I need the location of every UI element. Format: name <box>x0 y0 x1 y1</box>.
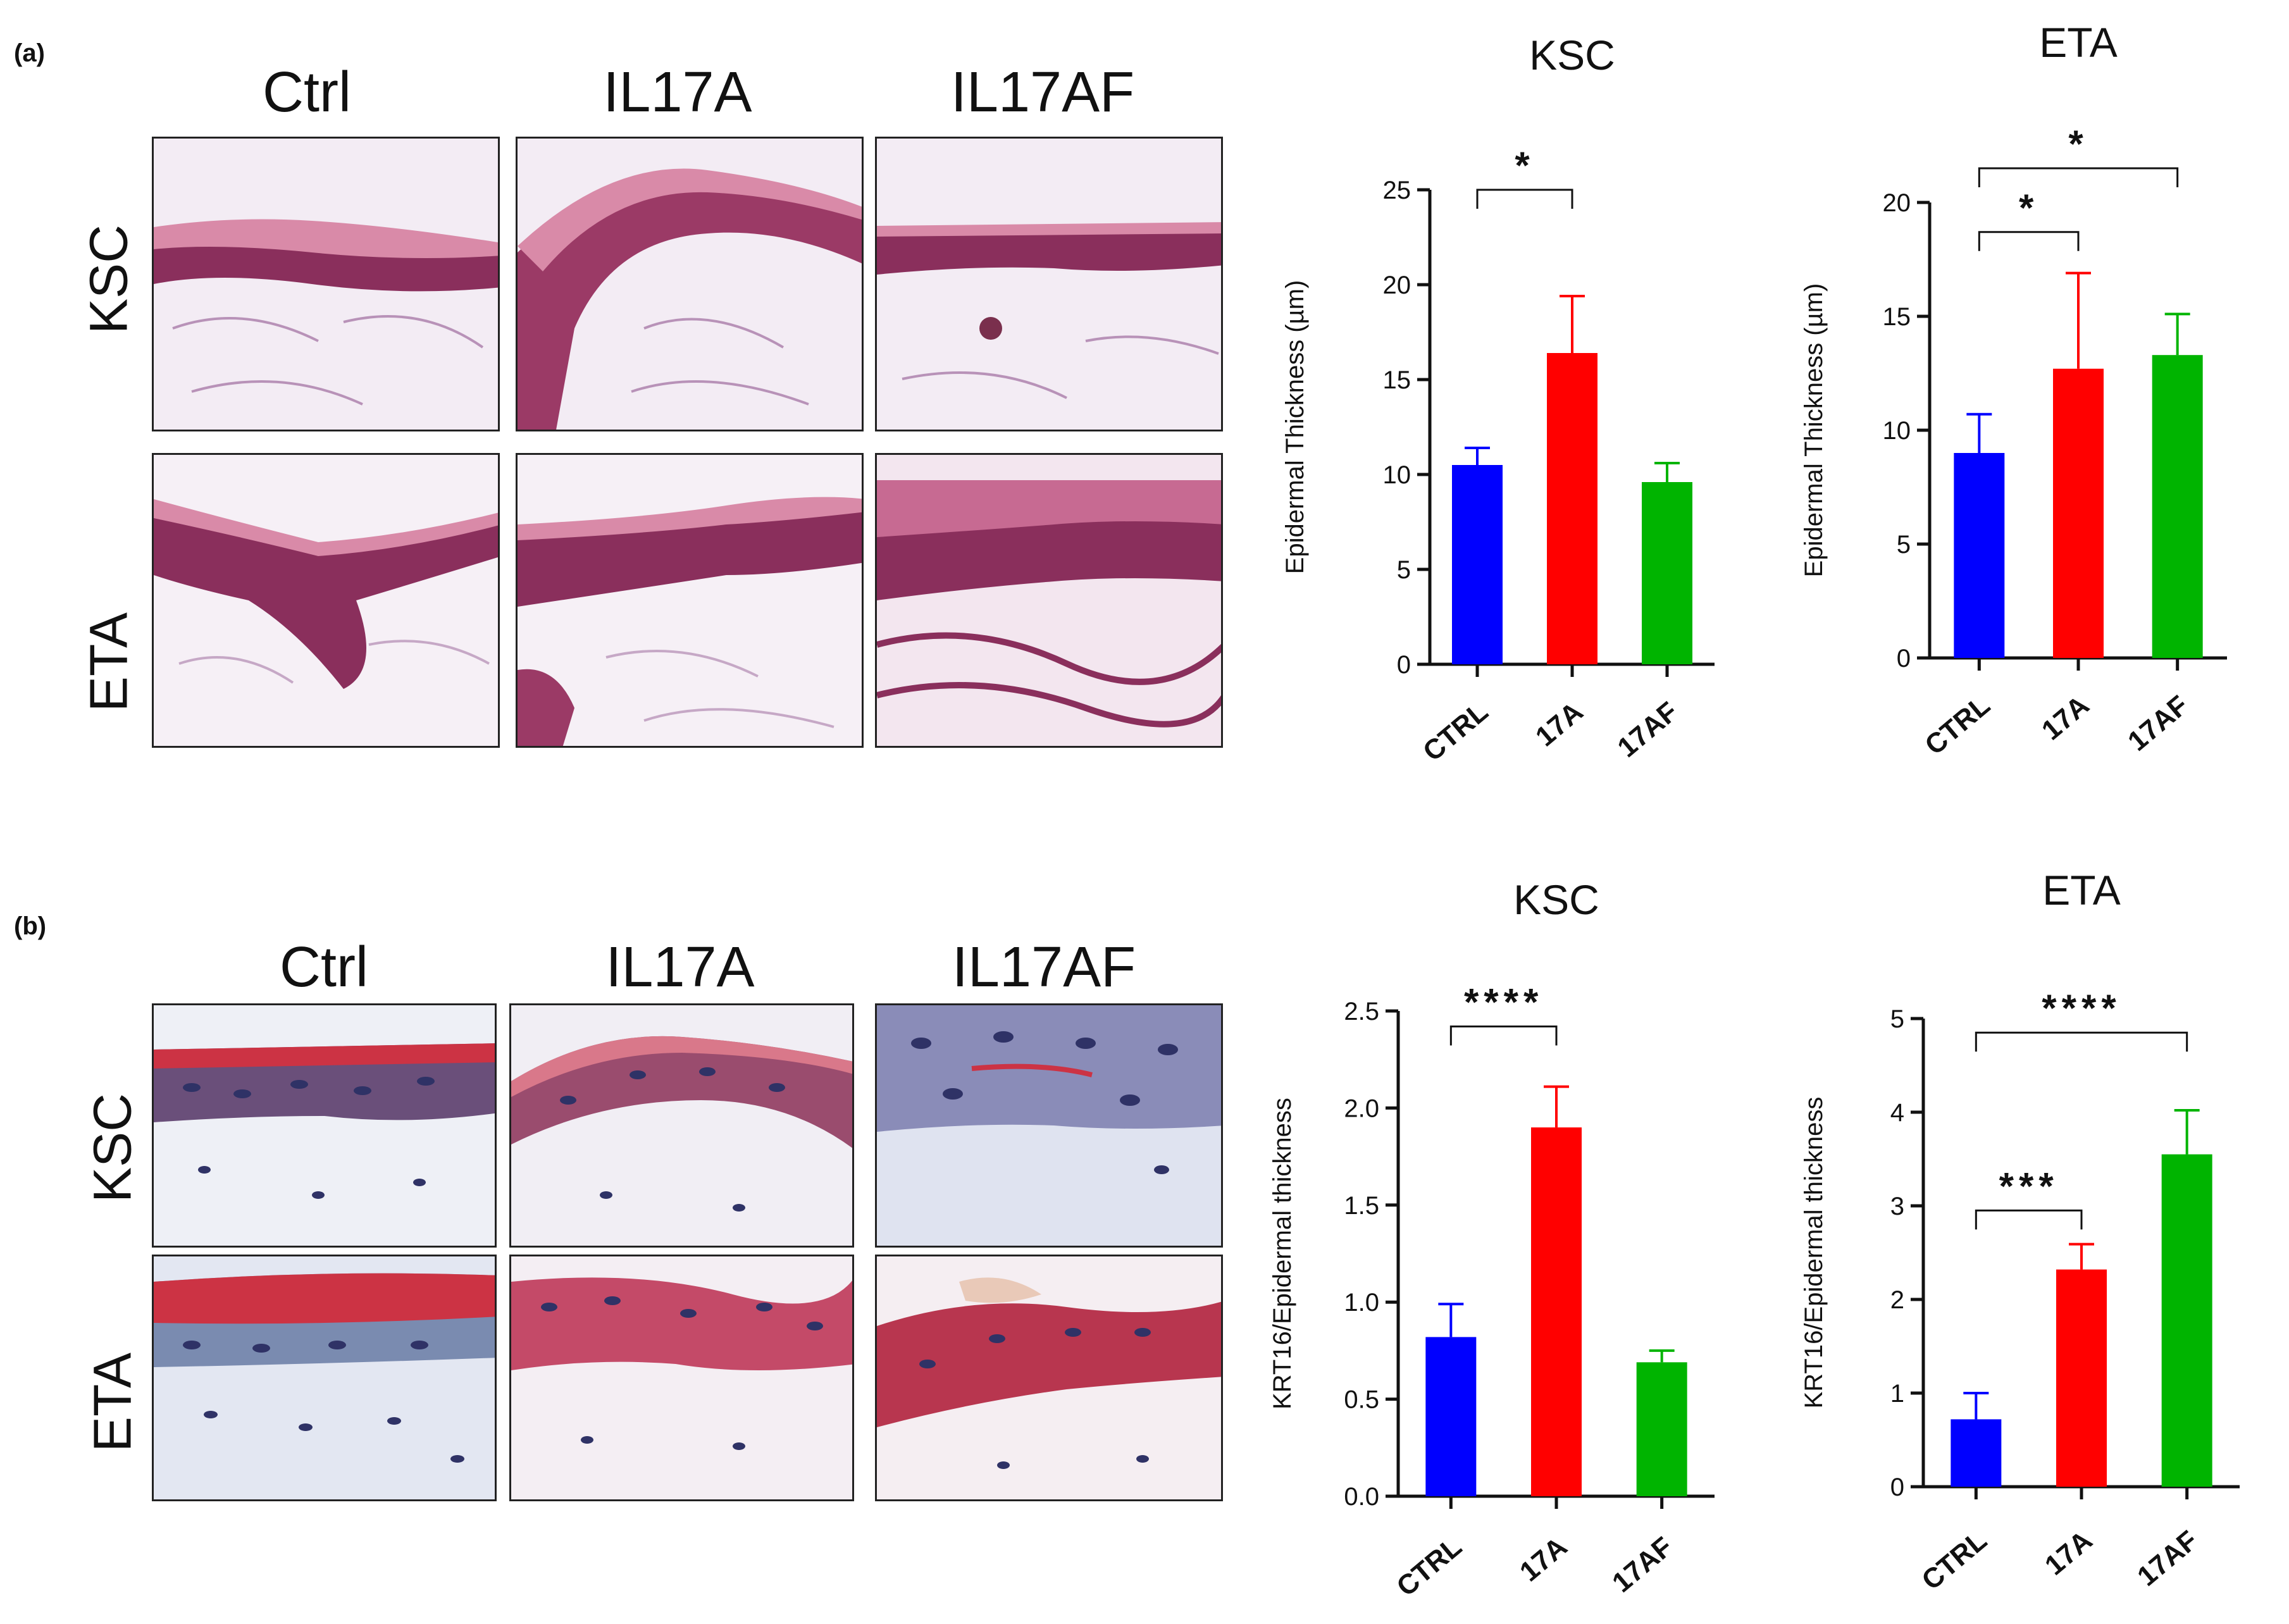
panel-a-image-ksc-il17af <box>875 137 1223 431</box>
x-tick-label: 17A <box>1514 1531 1573 1587</box>
significance-bracket <box>1978 231 2080 251</box>
y-tick-label: 2.0 <box>1344 1094 1379 1122</box>
y-tick-label: 15 <box>1883 303 1911 331</box>
panel-a-image-eta-il17a <box>516 453 864 748</box>
y-tick-label: 0.5 <box>1344 1386 1379 1414</box>
y-tick-label: 0 <box>1897 645 1911 673</box>
panel-b-image-ksc-ctrl <box>152 1003 497 1248</box>
panel-b-image-eta-il17af <box>875 1255 1223 1501</box>
y-tick-label: 1 <box>1890 1380 1904 1408</box>
y-tick-label: 0 <box>1890 1473 1904 1501</box>
panel-a-row-ksc: KSC <box>78 225 139 334</box>
bar-17af <box>1642 482 1692 664</box>
bar-ctrl <box>1954 453 2005 658</box>
bar-17a <box>1547 353 1597 664</box>
chart-title: KSC <box>1513 876 1599 923</box>
significance-label: **** <box>2042 987 2121 1029</box>
chart-a-ksc: KSC Epidermal Thickness (µm) 0 5 10 15 20 25 CTR… <box>1281 32 1715 767</box>
x-tick-label: CTRL <box>1916 1525 1992 1596</box>
x-tick-label: 17AF <box>2131 1525 2204 1592</box>
significance-label: * <box>2068 123 2088 165</box>
y-tick-label: 1.5 <box>1344 1192 1379 1220</box>
y-tick-label: 0 <box>1397 651 1411 679</box>
y-axis-label: KRT16/Epidermal thickness <box>1269 1098 1296 1410</box>
panel-b-label: (b) <box>14 912 47 940</box>
x-tick-label: 17A <box>2039 1525 2098 1581</box>
y-tick-label: 2.5 <box>1344 998 1379 1026</box>
panel-b-col-ctrl: Ctrl <box>280 936 368 999</box>
significance-label: **** <box>1464 981 1543 1024</box>
bar-17a <box>2056 1269 2107 1487</box>
x-tick-label: CTRL <box>1417 696 1494 767</box>
bar-ctrl <box>1452 465 1503 664</box>
x-tick-label: 17A <box>2036 690 2095 746</box>
panel-a-col-il17a: IL17A <box>603 61 752 124</box>
y-tick-label: 15 <box>1383 366 1411 394</box>
panel-b-image-ksc-il17a <box>509 1003 854 1248</box>
y-tick-label: 5 <box>1890 1005 1904 1033</box>
y-axis-label: Epidermal Thickness (µm) <box>1800 283 1828 578</box>
chart-b-eta: ETA KRT16/Epidermal thickness 0 1 2 3 4 5 CTRL 17… <box>1800 867 2240 1596</box>
bar-17af <box>1636 1362 1687 1496</box>
significance-bracket <box>1476 189 1573 209</box>
significance-bracket <box>1449 1026 1558 1046</box>
y-tick-label: 5 <box>1397 556 1411 584</box>
significance-label: * <box>1515 144 1534 187</box>
y-tick-label: 5 <box>1897 531 1911 559</box>
significance-label: *** <box>1999 1165 2059 1207</box>
x-tick-label: 17A <box>1530 696 1589 752</box>
panel-b-row-eta: ETA <box>82 1352 142 1453</box>
panel-b-image-ksc-il17af <box>875 1003 1223 1248</box>
panel-a-image-ksc-ctrl <box>152 137 500 431</box>
panel-a-col-il17af: IL17AF <box>950 61 1135 124</box>
y-tick-label: 4 <box>1890 1099 1904 1127</box>
bar-17a <box>1531 1127 1582 1496</box>
panel-a-col-ctrl: Ctrl <box>263 61 351 124</box>
panel-a-row-eta: ETA <box>78 612 139 712</box>
bar-17af <box>2152 355 2203 658</box>
significance-bracket <box>1978 167 2179 187</box>
chart-title: KSC <box>1529 32 1615 78</box>
chart-title: ETA <box>2039 19 2117 66</box>
bar-ctrl <box>1951 1419 2002 1487</box>
y-axis-label: KRT16/Epidermal thickness <box>1800 1097 1828 1409</box>
bar-17af <box>2161 1154 2212 1487</box>
panel-b-col-il17af: IL17AF <box>952 936 1136 999</box>
bar-17a <box>2053 368 2104 658</box>
y-tick-label: 20 <box>1383 271 1411 299</box>
x-tick-label: 17AF <box>1606 1531 1678 1599</box>
x-tick-label: 17AF <box>1612 696 1684 764</box>
panel-a-label: (a) <box>14 39 45 67</box>
y-tick-label: 10 <box>1383 461 1411 489</box>
panel-b-image-eta-il17a <box>509 1255 854 1501</box>
panel-b-image-eta-ctrl <box>152 1255 497 1501</box>
chart-a-eta: ETA Epidermal Thickness (µm) 0 5 10 15 20 CTRL 1… <box>1800 19 2227 761</box>
y-tick-label: 3 <box>1890 1193 1904 1220</box>
significance-label: * <box>2019 187 2038 229</box>
panel-b-col-il17a: IL17A <box>605 936 755 999</box>
x-tick-label: 17AF <box>2122 690 2194 757</box>
y-axis-label: Epidermal Thickness (µm) <box>1281 280 1309 574</box>
y-tick-label: 25 <box>1383 177 1411 204</box>
y-tick-label: 1.0 <box>1344 1289 1379 1317</box>
y-tick-label: 20 <box>1883 189 1911 217</box>
significance-bracket <box>1975 1209 2083 1230</box>
x-tick-label: CTRL <box>1391 1531 1467 1602</box>
significance-bracket <box>1975 1031 2188 1052</box>
y-tick-label: 0.0 <box>1344 1483 1379 1511</box>
y-tick-label: 10 <box>1883 417 1911 445</box>
chart-title: ETA <box>2042 867 2120 914</box>
panel-b-row-ksc: KSC <box>82 1093 142 1203</box>
bar-ctrl <box>1425 1337 1477 1496</box>
y-tick-label: 2 <box>1890 1286 1904 1314</box>
panel-a-image-eta-il17af <box>875 453 1223 748</box>
x-tick-label: CTRL <box>1919 690 1995 761</box>
panel-a-image-eta-ctrl <box>152 453 500 748</box>
chart-b-ksc: KSC KRT16/Epidermal thickness 0.0 0.5 1.0 1.5… <box>1269 876 1715 1602</box>
panel-a-image-ksc-il17a <box>516 137 864 431</box>
